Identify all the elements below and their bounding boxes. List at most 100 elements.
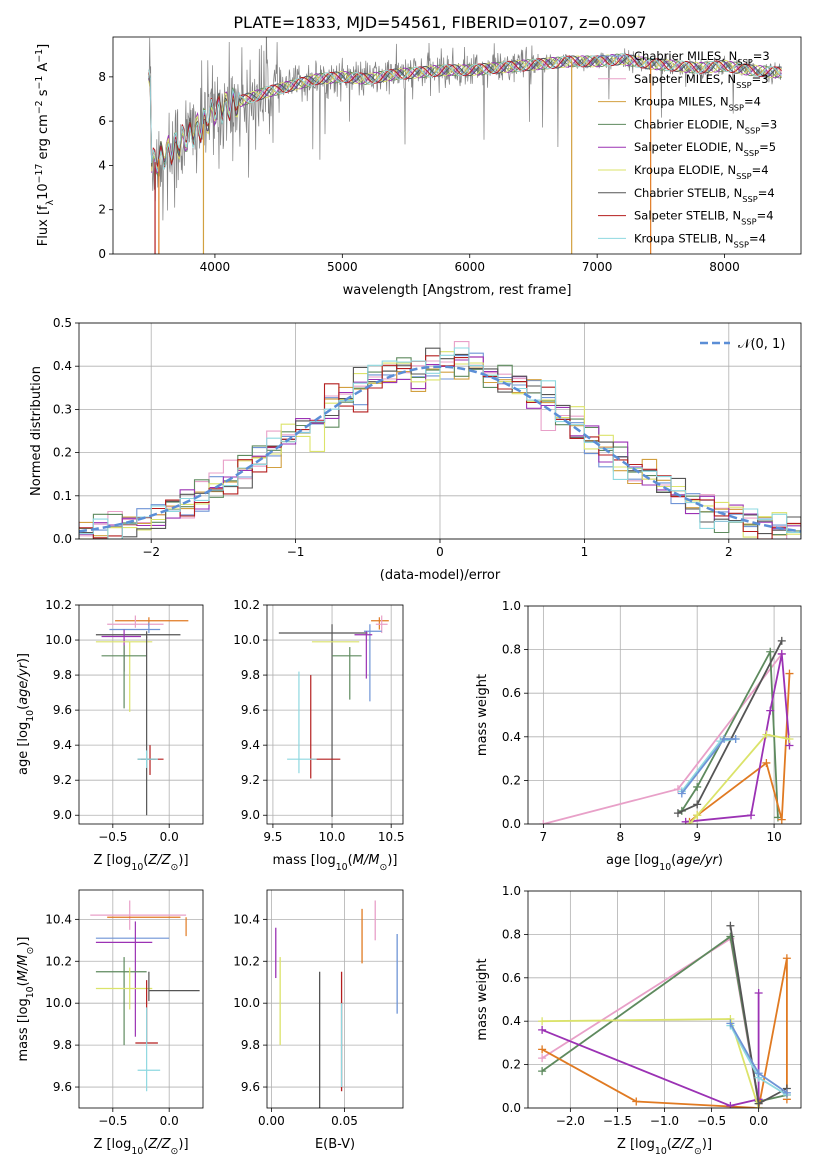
series-point-marker (632, 1097, 641, 1106)
x-tick-label: −0.5 (98, 1114, 127, 1128)
spectrum-axes (109, 76, 725, 258)
spectrum-ylabel: Flux [fλ10−17 erg cm−2 s−1 A−1] (34, 44, 56, 246)
massweight-Z-ylabel: mass weight (475, 958, 490, 1040)
legend-entry: Salpeter ELODIE, NSSP=5 (634, 140, 776, 158)
mass-EBV-axes (263, 890, 403, 1112)
series-point-marker (726, 932, 735, 941)
x-tick-label: 10.5 (378, 830, 405, 844)
x-tick-label: 0.0 (749, 1114, 768, 1128)
legend-entry: Chabrier ELODIE, NSSP=3 (634, 117, 777, 135)
massweight-age-ylabel: mass weight (475, 674, 490, 756)
series-point-marker (726, 1019, 735, 1028)
series-point-marker (693, 800, 702, 809)
y-tick-label: 0.4 (53, 359, 72, 373)
x-tick-label: 1 (581, 545, 589, 559)
massweight-age-xlabel: age [log10(age/yr) (606, 853, 723, 873)
age-mass-xlabel: mass [log10(M/M⊙)] (273, 853, 398, 873)
y-tick-label: 9.0 (53, 808, 72, 822)
x-tick-label: −0.5 (98, 830, 127, 844)
series-point-marker (693, 782, 702, 791)
series-point-marker (538, 1017, 547, 1026)
y-tick-label: 0.2 (53, 446, 72, 460)
series-point-marker (731, 734, 740, 743)
x-tick-label: 0.0 (160, 830, 179, 844)
x-tick-label: 8000 (709, 260, 740, 274)
x-tick-label: −1.5 (603, 1114, 632, 1128)
y-tick-label: 6 (98, 114, 106, 128)
mass-Z-ylabel: mass [log10(M/M⊙)] (16, 937, 36, 1062)
series-point-marker (766, 706, 775, 715)
spectrum-model-line (148, 54, 782, 172)
y-tick-label: 9.6 (241, 703, 260, 717)
x-tick-label: −1.0 (650, 1114, 679, 1128)
y-tick-label: 10.0 (233, 996, 260, 1010)
series-point-marker (538, 1045, 547, 1054)
spectrum-model-line (148, 54, 782, 167)
spectrum-model-line (148, 53, 782, 169)
x-tick-label: 10.0 (319, 830, 346, 844)
axes-frame (78, 604, 204, 825)
legend-entry: Chabrier STELIB, NSSP=4 (634, 186, 775, 204)
y-tick-label: 10.0 (45, 633, 72, 647)
y-tick-label: 9.8 (241, 1038, 260, 1052)
series-point-marker (777, 649, 786, 658)
y-tick-label: 0.8 (502, 927, 521, 941)
legend-entry: Salpeter STELIB, NSSP=4 (634, 209, 774, 227)
y-tick-label: 9.6 (241, 1080, 260, 1094)
series-point-marker (720, 734, 729, 743)
y-tick-label: 10.2 (45, 598, 72, 612)
figure-title: PLATE=1833, MJD=54561, FIBERID=0107, z=0… (233, 13, 646, 32)
axes-frame (112, 36, 802, 255)
series-line (541, 958, 788, 1108)
series-point-marker (538, 1067, 547, 1076)
series-point-marker (782, 954, 791, 963)
y-tick-label: 0.0 (502, 1101, 521, 1115)
x-tick-label: 6000 (454, 260, 485, 274)
y-tick-label: 0.0 (53, 532, 72, 546)
series-point-marker (762, 730, 771, 739)
series-point-marker (782, 1088, 791, 1097)
y-tick-label: 10.0 (233, 633, 260, 647)
massweight-Z-axes (524, 890, 801, 1112)
y-tick-label: 10.2 (233, 954, 260, 968)
y-tick-label: 0.6 (502, 686, 521, 700)
y-tick-label: 0.4 (502, 730, 521, 744)
axes-frame (527, 890, 802, 1109)
x-tick-label: 7000 (582, 260, 613, 274)
y-tick-label: 9.4 (241, 738, 260, 752)
y-tick-label: 9.8 (241, 668, 260, 682)
y-tick-label: 4 (98, 158, 106, 172)
y-tick-label: 9.0 (241, 808, 260, 822)
axes-frame (266, 604, 404, 825)
y-tick-label: 0.2 (502, 773, 521, 787)
mass-Z-axes (75, 890, 203, 1112)
spectrum-model-line (148, 53, 782, 172)
y-tick-label: 9.2 (241, 773, 260, 787)
age-mass-axes (263, 604, 403, 828)
y-tick-label: 1.0 (502, 599, 521, 613)
y-tick-label: 9.4 (53, 738, 72, 752)
series-point-marker (766, 647, 775, 656)
series-point-marker (726, 1101, 735, 1108)
series-point-marker (754, 1099, 763, 1108)
y-tick-label: 9.6 (53, 703, 72, 717)
y-tick-label: 10.2 (45, 954, 72, 968)
x-tick-label: −0.5 (697, 1114, 726, 1128)
y-tick-label: 10.2 (233, 598, 260, 612)
series-point-marker (762, 758, 771, 767)
y-tick-label: 0 (98, 247, 106, 261)
y-tick-label: 9.8 (53, 1038, 72, 1052)
x-tick-label: −1 (287, 545, 305, 559)
x-tick-label: 4000 (200, 260, 231, 274)
y-tick-label: 8 (98, 70, 106, 84)
chart-layer: 4000 5000 6000 7000 8000 0 2 4 6 8 wavelength [Ang… (16, 36, 802, 1157)
age-Z-xlabel: Z [log10(Z/Z⊙)] (93, 853, 188, 873)
y-tick-label: 0.5 (53, 316, 72, 330)
histogram-ylabel: Normed distribution (29, 366, 44, 496)
histogram-legend-label: 𝒩(0, 1) (738, 337, 785, 352)
series-point-marker (777, 815, 786, 824)
y-tick-label: 0.2 (502, 1058, 521, 1072)
axes-frame (266, 889, 404, 1109)
x-tick-label: 0 (436, 545, 444, 559)
